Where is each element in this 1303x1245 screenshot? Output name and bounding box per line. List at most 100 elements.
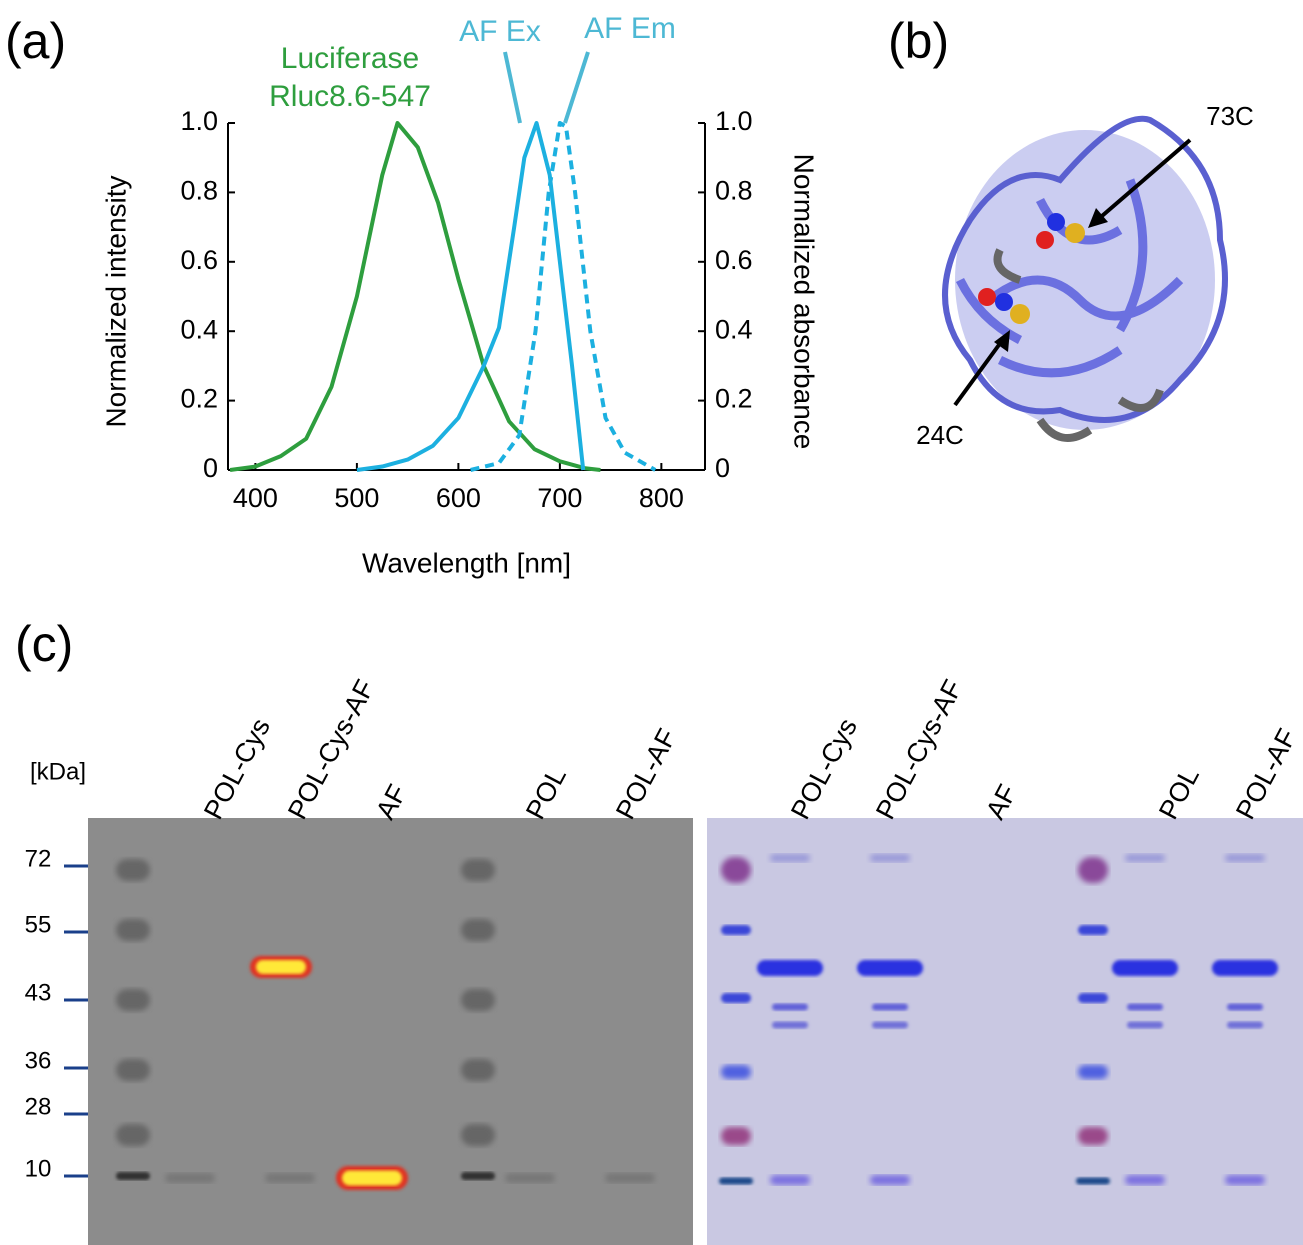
series-label: AF Em	[584, 12, 676, 45]
band	[757, 960, 823, 976]
unit-label: [kDa]	[30, 758, 86, 785]
lane-label: POL	[520, 762, 572, 824]
y2-axis-title: Normalized absorbance	[789, 154, 820, 450]
panel-label: (c)	[15, 616, 73, 672]
band	[872, 1003, 908, 1011]
band	[1112, 960, 1178, 976]
x-axis-title: Wavelength [nm]	[362, 547, 571, 578]
lane-label: POL-Cys	[198, 713, 276, 824]
band	[265, 1173, 315, 1183]
y2-tick-label: 0.8	[715, 176, 753, 206]
band	[872, 1021, 908, 1029]
band	[1078, 857, 1108, 883]
lane-label: POL-Cys	[785, 713, 863, 824]
band	[116, 859, 150, 881]
band	[870, 1175, 910, 1185]
band	[116, 1124, 150, 1146]
gel-bands	[116, 854, 1278, 1190]
panel-label: (b)	[888, 13, 949, 69]
series-line	[356, 121, 586, 472]
x-tick-label: 800	[639, 483, 684, 513]
x-tick-label: 700	[537, 483, 582, 513]
y2-tick-label: 0.6	[715, 245, 753, 275]
y-tick-label: 0.6	[180, 245, 218, 275]
lane-label: AF	[370, 780, 413, 825]
y-tick-label: 0.2	[180, 384, 218, 414]
y2-tick-label: 1.0	[715, 106, 753, 136]
lane-label: POL	[1153, 762, 1205, 824]
band	[721, 1127, 751, 1145]
band	[770, 854, 810, 862]
band	[772, 1003, 808, 1011]
y-tick-label: 0.8	[180, 176, 218, 206]
band	[1125, 854, 1165, 862]
band	[116, 989, 150, 1011]
band	[461, 1059, 495, 1081]
protein-structure	[942, 115, 1228, 442]
band	[1225, 1175, 1265, 1185]
band	[721, 1065, 751, 1079]
band	[605, 1173, 655, 1183]
band	[770, 1175, 810, 1185]
band	[1225, 854, 1265, 862]
band	[1078, 1127, 1108, 1145]
lane-label: POL-Cys-AF	[282, 675, 380, 824]
lane-label: AF	[980, 780, 1023, 825]
band	[1125, 1175, 1165, 1185]
y-tick-label: 0.4	[180, 314, 218, 344]
series-label: Luciferase Rluc8.6-547	[269, 42, 431, 113]
band	[1227, 1021, 1263, 1029]
band	[505, 1173, 555, 1183]
y-axis-title: Normalized intensity	[100, 175, 131, 427]
band	[461, 989, 495, 1011]
band	[116, 1059, 150, 1081]
band	[1078, 1065, 1108, 1079]
band	[857, 960, 923, 976]
panel-label: (a)	[5, 13, 66, 69]
band	[1227, 1003, 1263, 1011]
series-line	[470, 121, 657, 472]
band	[1078, 993, 1108, 1003]
lane-label: POL-AF	[610, 724, 682, 824]
band	[342, 1170, 402, 1186]
band	[1127, 1003, 1163, 1011]
band	[721, 925, 751, 935]
marker-label: 55	[25, 911, 52, 938]
band	[461, 859, 495, 881]
marker-label: 28	[25, 1093, 52, 1120]
band	[461, 1172, 495, 1180]
coomassie-gel	[707, 818, 1303, 1245]
band	[1076, 1177, 1110, 1185]
x-tick-label: 500	[334, 483, 379, 513]
band	[165, 1173, 215, 1183]
band	[1078, 925, 1108, 935]
residue-label: 24C	[916, 420, 964, 450]
series-line	[229, 121, 601, 472]
label-pointer	[563, 51, 590, 124]
lane-label: POL-AF	[1230, 724, 1302, 824]
residue-label: 73C	[1206, 101, 1254, 131]
marker-label: 10	[25, 1155, 52, 1182]
band	[256, 960, 306, 974]
band	[870, 854, 910, 862]
y2-tick-label: 0	[715, 453, 730, 483]
band	[116, 919, 150, 941]
band	[116, 1172, 150, 1180]
band	[772, 1021, 808, 1029]
band	[461, 919, 495, 941]
y-tick-label: 0	[203, 453, 218, 483]
x-tick-label: 400	[233, 483, 278, 513]
band	[721, 857, 751, 883]
y-tick-label: 1.0	[180, 106, 218, 136]
band	[721, 993, 751, 1003]
y2-tick-label: 0.4	[715, 314, 753, 344]
marker-label: 43	[25, 979, 52, 1006]
y2-tick-label: 0.2	[715, 384, 753, 414]
lane-label: POL-Cys-AF	[870, 675, 968, 824]
band	[1127, 1021, 1163, 1029]
band	[461, 1124, 495, 1146]
band	[719, 1177, 753, 1185]
marker-label: 36	[25, 1047, 52, 1074]
